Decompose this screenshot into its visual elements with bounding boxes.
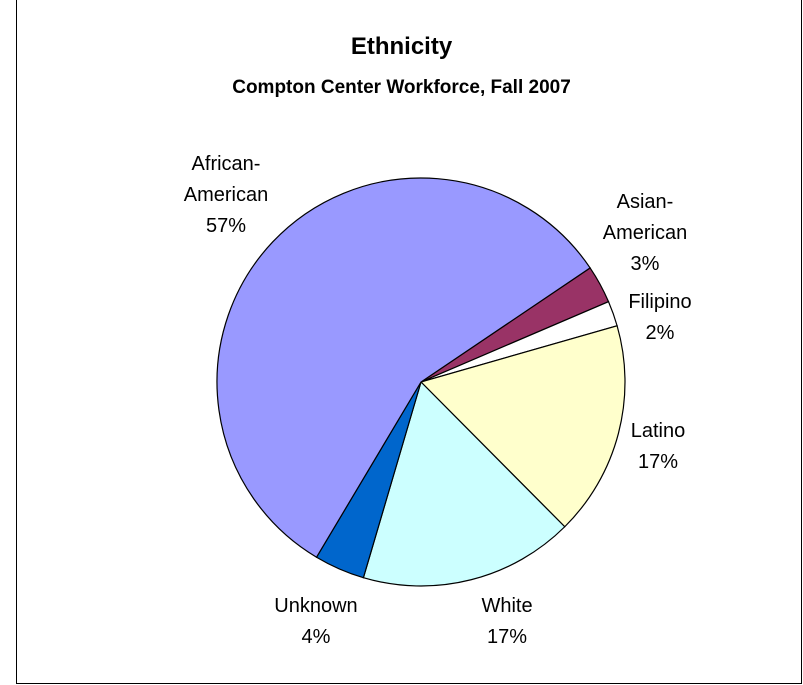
pie-slice-latino — [419, 325, 626, 528]
chart-title: Ethnicity — [350, 33, 453, 60]
slice-label-unknown: Unknown 4% — [274, 595, 357, 648]
chart-subtitle: Compton Center Workforce, Fall 2007 — [232, 77, 571, 98]
slice-label-latino: Latino 17% — [631, 420, 686, 473]
pie-slice-african — [216, 177, 591, 559]
slice-label-african: African-American 57% — [184, 153, 268, 237]
slice-label-asian: Asian-American 3% — [603, 191, 687, 275]
slice-label-filipino: Filipino 2% — [628, 291, 691, 344]
slice-label-white: White 17% — [481, 595, 532, 648]
pie-slice-white — [362, 380, 566, 587]
